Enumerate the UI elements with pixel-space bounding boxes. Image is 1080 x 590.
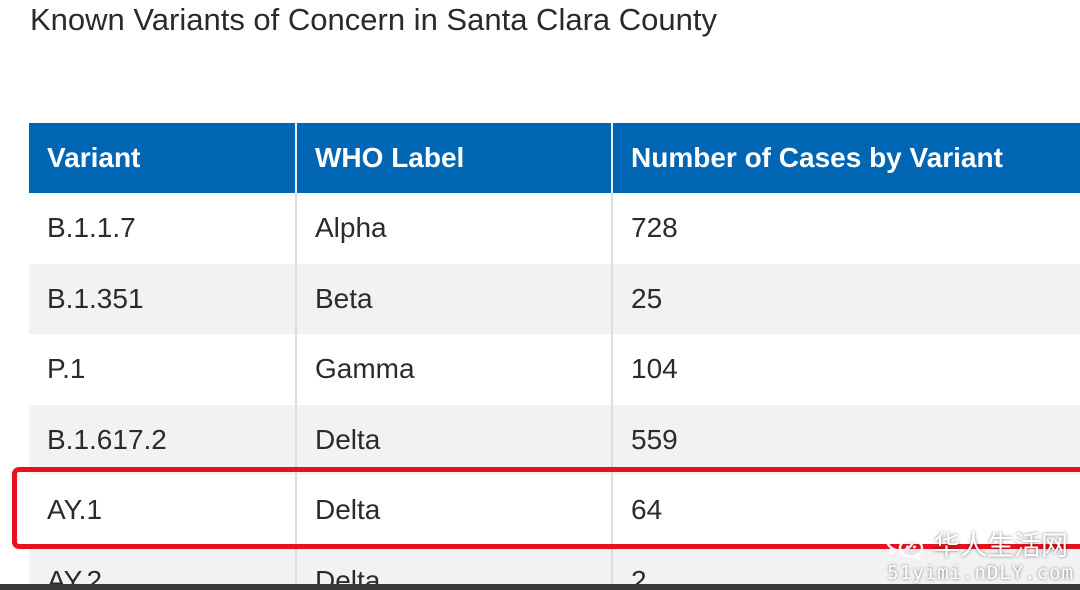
header-case-count: Number of Cases by Variant [612,123,1080,193]
cell-who-label: Delta [296,545,613,590]
cell-who-label: Delta [296,404,613,475]
cell-case-count: 64 [612,475,1080,546]
wechat-icon [885,527,924,560]
table-header-row: Variant WHO Label Number of Cases by Var… [29,123,1080,193]
table-body: B.1.1.7 Alpha 728 B.1.351 Beta 25 P.1 Ga… [29,193,1080,590]
cell-who-label: Delta [296,475,613,546]
variants-table-container: Variant WHO Label Number of Cases by Var… [29,123,1080,590]
table-row: B.1.1.7 Alpha 728 [29,193,1080,264]
table-row: AY.2 Delta 2 [29,545,1080,590]
watermark-text: 华人生活网 [933,531,1068,562]
header-who-label: WHO Label [296,123,613,193]
cell-case-count: 728 [612,193,1080,264]
table-row: B.1.351 Beta 25 [29,263,1080,334]
bottom-bar [0,584,1080,590]
cell-case-count: 559 [612,404,1080,475]
cell-case-count: 25 [612,263,1080,334]
cell-case-count: 2 [612,545,1080,590]
cell-who-label: Alpha [296,193,613,264]
table-row: B.1.617.2 Delta 559 [29,404,1080,475]
watermark: 华人生活网 [885,524,1068,563]
cell-variant: AY.2 [29,545,297,590]
page-title: Known Variants of Concern in Santa Clara… [30,2,717,37]
cell-who-label: Beta [296,263,613,334]
cell-variant: B.1.351 [29,263,297,334]
variants-table: Variant WHO Label Number of Cases by Var… [29,123,1080,590]
watermark-url: 51yimi.nDLY.com [887,562,1074,584]
cell-variant: P.1 [29,334,297,405]
table-row: P.1 Gamma 104 [29,334,1080,405]
cell-who-label: Gamma [296,334,613,405]
header-variant: Variant [29,123,297,193]
table-header: Variant WHO Label Number of Cases by Var… [29,123,1080,193]
cell-variant: B.1.617.2 [29,404,297,475]
table-row-highlighted: AY.1 Delta 64 [29,475,1080,546]
cell-variant: AY.1 [29,475,297,546]
cell-variant: B.1.1.7 [29,193,297,264]
cell-case-count: 104 [612,334,1080,405]
